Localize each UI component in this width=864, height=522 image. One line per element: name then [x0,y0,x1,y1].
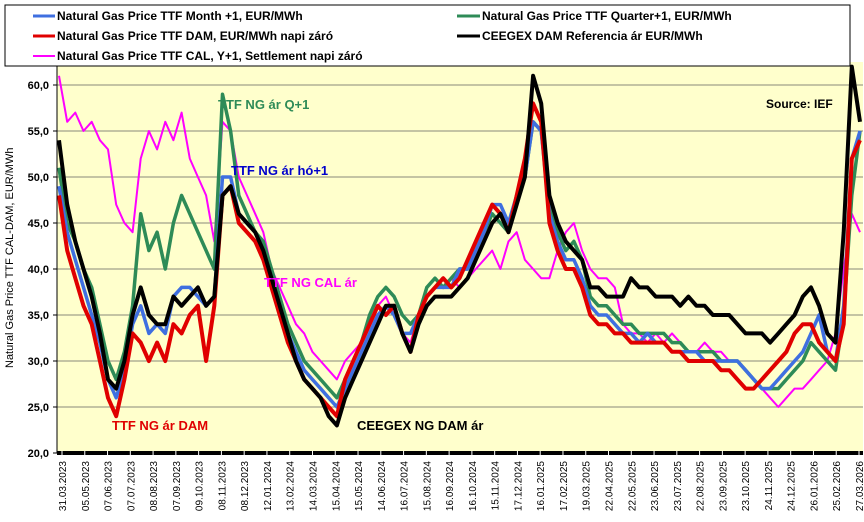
x-tick-label: 24.12.2025 [787,461,798,511]
x-tick-label: 09.10.2023 [195,461,206,511]
annotation-q1: TTF NG ár Q+1 [218,97,309,112]
x-tick-label: 07.06.2023 [104,461,115,511]
legend-label-ceegex: CEEGEX DAM Referencia ár EUR/MWh [482,29,703,43]
legend: Natural Gas Price TTF Month +1, EUR/MWh … [4,4,851,67]
y-tick-label: 20,0 [28,448,49,460]
y-ticks: 20,0 25,0 30,0 35,0 40,0 45,0 50,0 55,0 60,0 [28,80,57,460]
x-tick-label: 16.09.2024 [445,461,456,511]
x-tick-label: 16.01.2025 [536,461,547,511]
x-tick-label: 22.04.2025 [605,461,616,511]
x-tick-label: 26.01.2026 [809,461,820,511]
y-tick-label: 45,0 [28,218,49,230]
legend-label-cal: Natural Gas Price TTF CAL, Y+1, Settleme… [57,49,363,63]
y-tick-label: 40,0 [28,264,49,276]
x-tick-label: 14.06.2024 [377,461,388,511]
legend-label-quarter1: Natural Gas Price TTF Quarter+1, EUR/MWh [482,9,732,23]
x-tick-label: 23.10.2025 [741,461,752,511]
x-tick-label: 07.07.2023 [126,461,137,511]
x-tick-label: 24.11.2025 [764,461,775,511]
plot-area [57,62,863,453]
x-tick-label: 15.05.2024 [354,461,365,511]
y-tick-label: 50,0 [28,172,49,184]
x-tick-label: 16.10.2024 [468,461,479,511]
x-tick-label: 25.02.2026 [832,461,843,511]
y-tick-label: 25,0 [28,402,49,414]
x-tick-label: 23.07.2025 [673,461,684,511]
x-tick-label: 23.06.2025 [650,461,661,511]
x-tick-label: 17.02.2025 [559,461,570,511]
annotation-month1: TTF NG ár hó+1 [231,163,328,178]
x-tick-label: 08.12.2023 [240,461,251,511]
x-tick-label: 13.02.2024 [286,461,297,511]
x-tick-label: 19.03.2025 [582,461,593,511]
source-label: Source: IEF [766,97,833,111]
x-tick-label: 27.03.2026 [855,461,864,511]
annotation-ceegex: CEEGEX NG DAM ár [357,418,483,433]
x-tick-label: 14.03.2024 [308,461,319,511]
y-tick-label: 55,0 [28,126,49,138]
x-tick-label: 07.09.2023 [172,461,183,511]
y-tick-label: 35,0 [28,310,49,322]
y-tick-label: 60,0 [28,80,49,92]
series-line-4 [57,64,862,428]
legend-label-dam: Natural Gas Price TTF DAM, EUR/MWh napi … [57,29,333,43]
x-tick-label: 12.01.2024 [263,461,274,511]
series-line-2 [57,120,862,409]
series-line-3 [57,101,862,419]
x-tick-label: 15.04.2024 [331,461,342,511]
x-tick-label: 22.08.2025 [696,461,707,511]
y-axis-label: Natural Gas Price TTF CAL-DAM, EUR/MWh [4,148,16,368]
legend-box [4,4,851,67]
legend-label-month1: Natural Gas Price TTF Month +1, EUR/MWh [57,9,303,23]
x-tick-label: 08.08.2023 [149,461,160,511]
annotation-dam: TTF NG ár DAM [112,418,208,433]
x-ticks: 31.03.2023 05.05.2023 07.06.2023 07.07.2023… [58,451,864,511]
x-tick-label: 16.07.2024 [400,461,411,511]
x-tick-label: 08.11.2023 [217,461,228,511]
y-tick-label: 30,0 [28,356,49,368]
x-tick-label: 17.12.2024 [513,461,524,511]
annotation-cal: TTF NG CAL ár [264,275,357,290]
x-tick-label: 23.09.2025 [718,461,729,511]
x-tick-label: 15.08.2024 [422,461,433,511]
x-tick-label: 05.05.2023 [81,461,92,511]
x-tick-label: 15.11.2024 [491,461,502,511]
x-tick-label: 31.03.2023 [58,461,69,511]
series-layer [57,64,862,428]
x-tick-label: 22.05.2025 [627,461,638,511]
